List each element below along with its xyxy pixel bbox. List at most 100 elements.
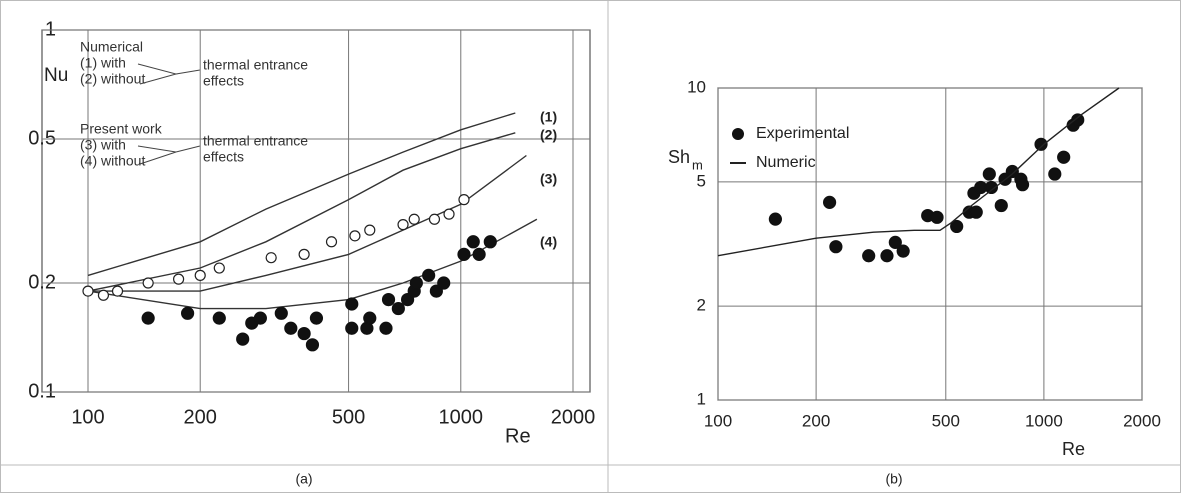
x-tick-label: 500 [332,406,365,428]
caption: (a) [295,471,312,487]
legend-label: Experimental [756,125,849,142]
y-axis-label: Nu [44,65,68,86]
annotation: (1) with [80,55,126,71]
curve-label: (1) [540,109,557,125]
open-point [349,230,361,242]
caption: (b) [885,471,902,487]
y-tick-label: 0.1 [28,380,56,402]
y-tick-label: 10 [687,77,706,96]
curve [87,132,516,292]
open-point [458,194,470,206]
curve [88,154,527,292]
annotation: thermal entrance [203,133,308,149]
filled-point [950,219,964,234]
y-tick-label: 5 [697,171,706,190]
filled-point [345,321,359,335]
filled-point [422,268,436,282]
x-axis-label: Re [505,425,531,447]
brace-line [175,145,201,153]
y-tick-label: 0.2 [28,271,56,293]
annotation: thermal entrance [203,57,308,73]
filled-point [457,247,471,261]
x-tick-label: 1000 [1025,411,1063,430]
filled-point [309,311,324,325]
filled-point [345,297,359,311]
filled-point [1048,167,1062,181]
filled-point [930,210,944,224]
filled-point [822,195,837,209]
y-tick-label: 0.5 [28,127,56,149]
x-tick-label: 100 [704,411,732,430]
legend-marker [732,128,744,140]
annotation: (2) without [80,71,145,87]
open-point [173,273,185,285]
filled-point [391,301,405,316]
y-axis-label: Sh [668,147,690,167]
x-axis-label: Re [1062,439,1085,459]
legend-label: Numeric [756,154,816,171]
filled-point [829,240,843,254]
filled-point [381,292,396,307]
x-tick-label: 1000 [439,406,484,428]
filled-point [982,167,996,181]
open-point [364,224,376,236]
curve-label: (4) [540,234,557,250]
open-point [82,285,94,297]
open-point [194,269,206,281]
filled-point [212,311,226,325]
filled-point [429,284,443,298]
filled-point [236,332,250,346]
filled-point [472,247,486,261]
open-point [443,208,455,220]
y-axis-label-sub: m [692,157,703,172]
open-point [97,289,110,301]
filled-point [180,306,195,320]
annotation: effects [203,73,244,89]
annotation: (4) without [80,153,145,169]
open-point [298,248,310,260]
brace [137,63,201,165]
x-tick-label: 100 [71,406,104,428]
x-tick-label: 200 [184,406,217,428]
filled-point [984,180,998,195]
curve [87,112,516,277]
filled-point [1057,150,1071,164]
filled-point [253,311,267,325]
open-point [111,285,124,297]
curve-label: (3) [540,171,557,187]
filled-point [1015,178,1030,192]
filled-point [274,306,288,320]
annotation: Numerical [80,39,143,55]
filled-point [466,235,480,249]
filled-point [969,205,983,219]
filled-point [768,212,782,226]
x-tick-label: 500 [932,411,960,430]
filled-point [880,249,894,263]
open-point [213,262,225,274]
annotation: (3) with [80,137,126,153]
filled-point [862,249,876,263]
filled-point [1071,113,1085,127]
x-tick-label: 2000 [551,406,596,428]
open-point [397,219,409,231]
open-point [142,277,154,289]
filled-point [483,235,497,249]
filled-point [409,276,423,290]
filled-point [305,338,320,352]
annotation: effects [203,149,244,165]
open-point [325,236,338,248]
filled-point [437,276,451,290]
filled-point [379,321,393,335]
curve-label: (2) [540,127,557,143]
filled-point [363,311,377,325]
open-point [265,252,277,264]
brace-line [175,69,201,75]
filled-point [284,321,298,335]
filled-point [1005,164,1019,179]
open-point [408,213,420,225]
filled-point [141,311,155,325]
curve [717,87,1120,257]
x-tick-label: 2000 [1123,411,1161,430]
open-point [428,213,441,225]
